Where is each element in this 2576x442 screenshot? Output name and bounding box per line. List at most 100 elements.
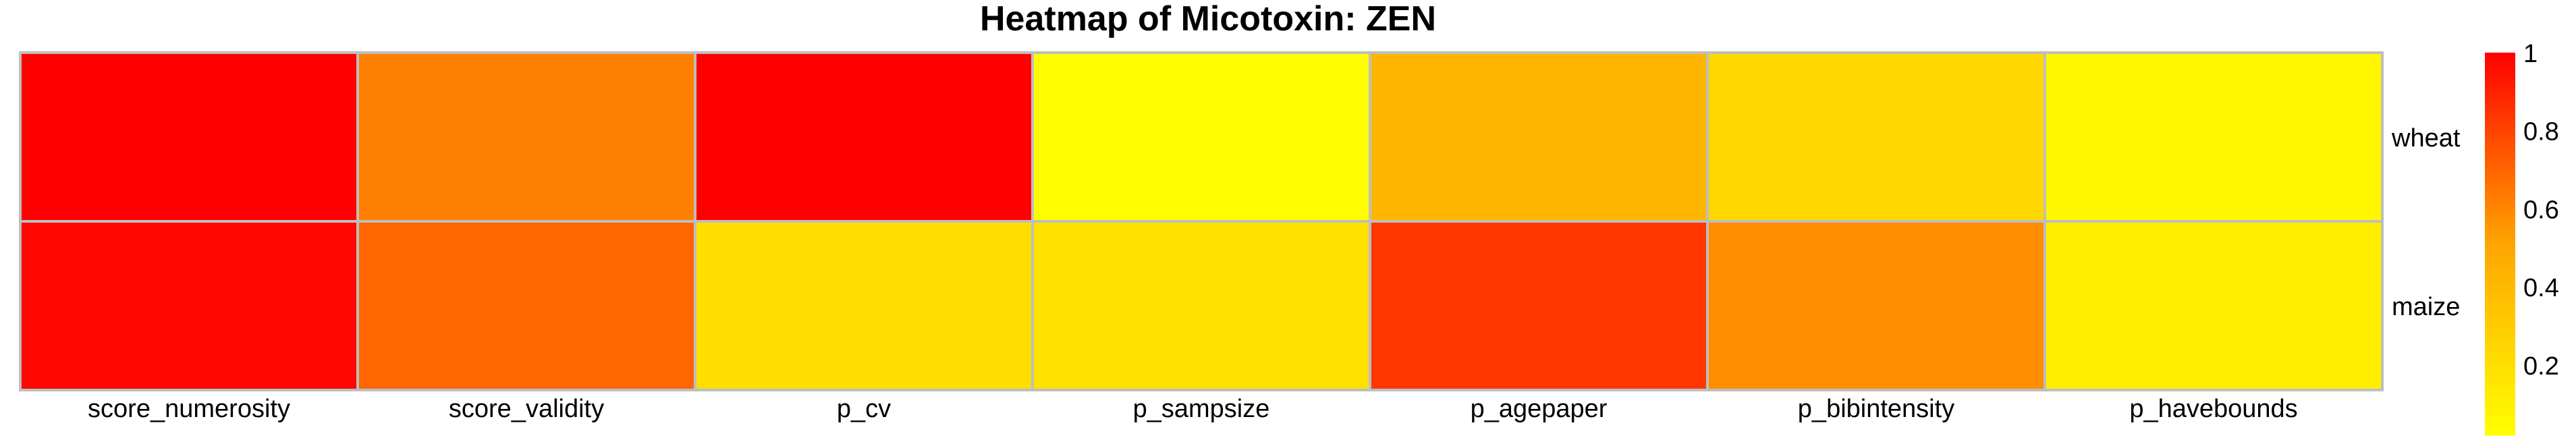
colorbar-segment [2485,97,2515,101]
colorbar-segment [2485,403,2515,408]
colorbar-segment [2485,59,2515,63]
colorbar-segment [2485,164,2515,168]
colorbar-segment [2485,298,2515,302]
heatmap-cell-wheat-p_bibintensity [1706,51,2046,223]
colorbar-segment [2485,349,2515,353]
colorbar-segment [2485,55,2515,60]
colorbar-segment [2485,53,2515,57]
colorbar-segment [2485,173,2515,177]
colorbar-segment [2485,90,2515,95]
colorbar-segment [2485,151,2515,155]
row-label-maize: maize [2392,293,2460,321]
colorbar-segment [2485,410,2515,414]
colorbar-segment [2485,285,2515,289]
colorbar-segment [2485,190,2515,194]
colorbar-segment [2485,301,2515,305]
colorbar-segment [2485,381,2515,385]
colorbar-segment [2485,78,2515,82]
colorbar-segment [2485,320,2515,325]
colorbar-segment [2485,196,2515,200]
colorbar-segment [2485,244,2515,248]
colorbar-segment [2485,62,2515,66]
colorbar-segment [2485,342,2515,347]
colorbar-segment [2485,180,2515,184]
colorbar-segment [2485,145,2515,149]
heatmap-cells [19,51,2384,391]
colorbar-segment [2485,218,2515,223]
colorbar-segment [2485,126,2515,130]
colorbar-segment [2485,72,2515,76]
column-label-p_bibintensity: p_bibintensity [1798,395,1954,423]
colorbar-segment [2485,247,2515,251]
heatmap-cell-wheat-p_agepaper [1369,51,1709,223]
colorbar-tick-label: 0.8 [2523,118,2559,146]
colorbar-segment [2485,110,2515,114]
colorbar-segment [2485,269,2515,273]
colorbar-segment [2485,282,2515,286]
colorbar-segment [2485,273,2515,277]
column-label-score_numerosity: score_numerosity [88,395,290,423]
colorbar-segment [2485,422,2515,426]
colorbar-segment [2485,355,2515,360]
heatmap-cell-maize-score_numerosity [19,220,359,391]
colorbar-segment [2485,393,2515,397]
colorbar-segment [2485,323,2515,327]
heatmap-cell-wheat-score_numerosity [19,51,359,223]
colorbar-segment [2485,186,2515,190]
colorbar-segment [2485,170,2515,175]
chart-title: Heatmap of Micotoxin: ZEN [980,0,1436,38]
colorbar-segment [2485,308,2515,312]
colorbar-segment [2485,406,2515,410]
heatmap-cell-maize-p_agepaper [1369,220,1709,391]
colorbar-segment [2485,212,2515,216]
colorbar-segment [2485,161,2515,165]
colorbar-segment [2485,94,2515,98]
colorbar-segment [2485,113,2515,117]
colorbar-segment [2485,352,2515,356]
colorbar-segment [2485,333,2515,337]
colorbar-segment [2485,387,2515,391]
colorbar-segment [2485,336,2515,340]
heatmap-cell-wheat-p_havebounds [2044,51,2384,223]
colorbar-segment [2485,310,2515,315]
colorbar-segment [2485,221,2515,225]
colorbar-segment [2485,253,2515,257]
heatmap-cell-maize-p_havebounds [2044,220,2384,391]
colorbar-segment [2485,416,2515,420]
colorbar-segment [2485,202,2515,206]
colorbar-segment [2485,295,2515,299]
colorbar-segment [2485,377,2515,382]
column-label-p_havebounds: p_havebounds [2129,395,2297,423]
heatmap-cell-maize-p_sampsize [1031,220,1371,391]
colorbar-segment [2485,119,2515,123]
colorbar-segment [2485,250,2515,254]
colorbar-segment [2485,432,2515,436]
colorbar-segment [2485,81,2515,85]
colorbar-segment [2485,275,2515,280]
colorbar-segment [2485,103,2515,107]
colorbar-segment [2485,132,2515,136]
heatmap-cell-maize-score_validity [356,220,696,391]
colorbar-segment [2485,84,2515,88]
colorbar-segment [2485,199,2515,203]
colorbar-segment [2485,412,2515,417]
colorbar-segment [2485,177,2515,181]
colorbar-segment [2485,87,2515,92]
colorbar-segment [2485,157,2515,162]
colorbar-segment [2485,192,2515,197]
colorbar-segment [2485,129,2515,133]
colorbar-segment [2485,397,2515,401]
heatmap-cell-wheat-p_cv [694,51,1034,223]
colorbar-segment [2485,327,2515,331]
colorbar-segment [2485,279,2515,283]
color-legend: 1 0.8 0.6 0.4 0.2 [2485,40,2559,436]
colorbar-segment [2485,148,2515,153]
colorbar-segment [2485,107,2515,111]
colorbar-segment [2485,68,2515,72]
colorbar-segment [2485,75,2515,79]
colorbar-segment [2485,400,2515,404]
colorbar-segment [2485,260,2515,264]
colorbar-segment [2485,209,2515,213]
